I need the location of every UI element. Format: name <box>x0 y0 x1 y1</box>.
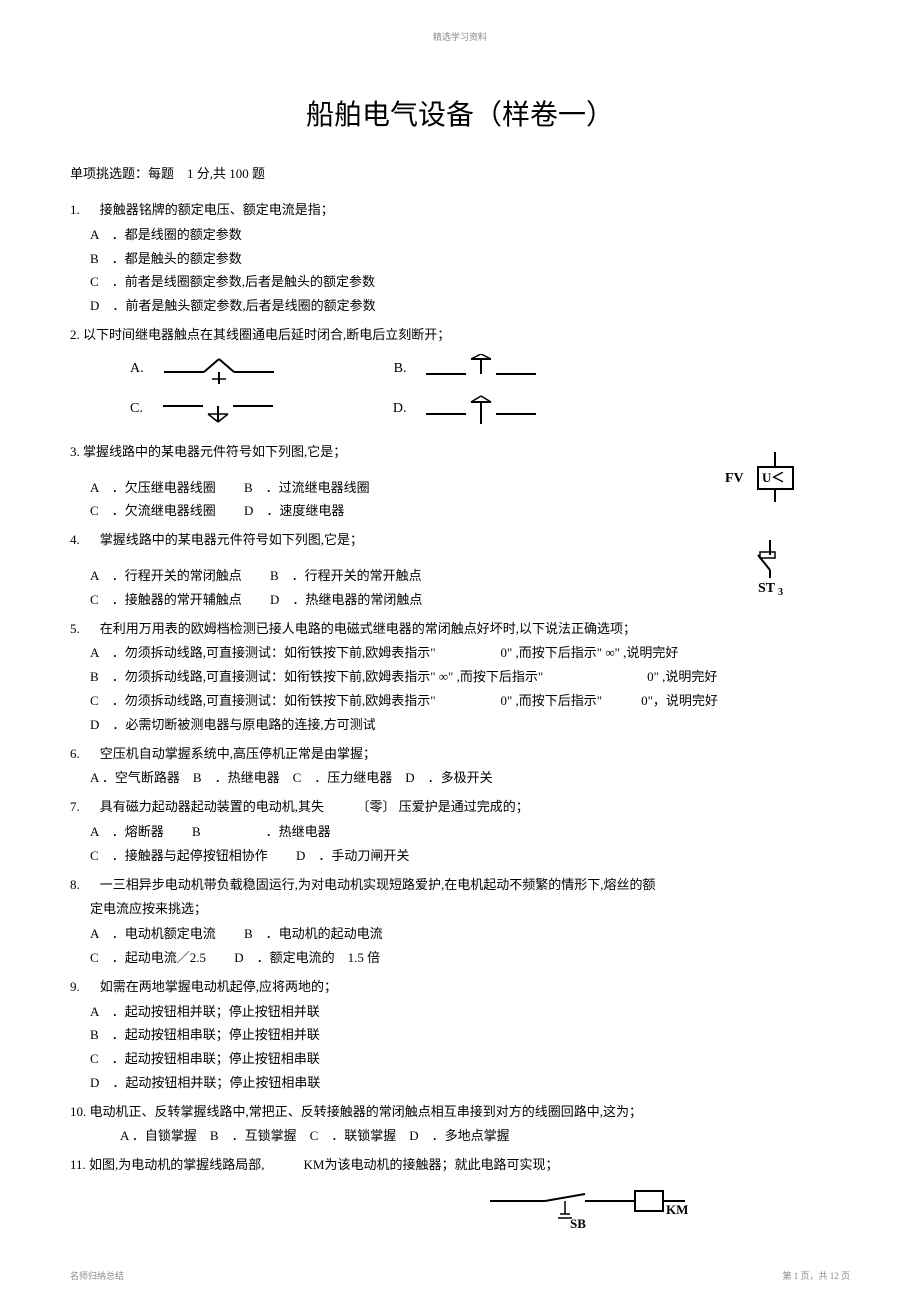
question-text: 11. 如图,为电动机的掌握线路局部, KM为该电动机的接触器；就此电路可实现； <box>70 1155 850 1176</box>
footer-right: 第 1 页，共 12 页 <box>782 1269 850 1283</box>
question-7: 7.具有磁力起动器起动装置的电动机,其失 〔零〕 压爱护是通过完成的； A ．熔… <box>70 797 850 866</box>
fv-symbol: FV U＜ <box>710 452 810 509</box>
question-11: 11. 如图,为电动机的掌握线路局部, KM为该电动机的接触器；就此电路可实现；… <box>70 1155 850 1238</box>
relay-symbol-d-icon <box>426 394 536 424</box>
options-list: A ．自锁掌握 B ．互锁掌握 C ．联锁掌握 D ．多地点掌握 <box>70 1126 850 1147</box>
question-2: 2. 以下时间继电器触点在其线圈通电后延时闭合,断电后立刻断开； A. B. <box>70 325 850 434</box>
diagram-d: D. <box>393 394 537 424</box>
relay-symbol-b-icon <box>426 354 536 384</box>
question-1: 1.接触器铭牌的额定电压、额定电流是指； A ．都是线圈的额定参数 B ．都是触… <box>70 200 850 317</box>
option-b: B ．起动按钮相串联；停止按钮相并联 <box>90 1025 850 1046</box>
question-8: 8.一三相异步电动机带负载稳固运行,为对电动机实现短路爱护,在电机起动不频繁的情… <box>70 875 850 969</box>
diagram-a: A. <box>130 354 274 384</box>
options-list: A ．起动按钮相并联；停止按钮相并联 B ．起动按钮相串联；停止按钮相并联 C … <box>70 1002 850 1094</box>
option-d: D ．必需切断被测电器与原电路的连接,方可测试 <box>90 715 850 736</box>
question-6: 6.空压机自动掌握系统中,高压停机正常是由掌握； A ．空气断路器 B ．热继电… <box>70 744 850 790</box>
question-text: 5.在利用万用表的欧姆档检测已接人电路的电磁式继电器的常闭触点好坏时,以下说法正… <box>70 619 850 640</box>
option-d: D ．前者是触头额定参数,后者是线圈的额定参数 <box>90 296 850 317</box>
option-row-2: C ．起动电流／2.5 D ．额定电流的 1.5 倍 <box>90 948 850 969</box>
option-row-1: A ．电动机额定电流 B ．电动机的起动电流 <box>90 924 850 945</box>
question-text: 2. 以下时间继电器触点在其线圈通电后延时闭合,断电后立刻断开； <box>70 325 850 346</box>
st-symbol-icon: ST 3 <box>740 540 800 595</box>
svg-text:FV: FV <box>725 471 744 486</box>
option-a: A ．勿须拆动线路,可直接测试：如衔铁按下前,欧姆表指示" 0" ,而按下后指示… <box>90 643 850 664</box>
relay-symbol-c-icon <box>163 394 273 424</box>
fv-symbol-icon: FV U＜ <box>710 452 810 502</box>
question-3: 3. 掌握线路中的某电器元件符号如下列图,它是； FV U＜ A ．欠压继电器线… <box>70 442 850 522</box>
options-list: A ．都是线圈的额定参数 B ．都是触头的额定参数 C ．前者是线圈额定参数,后… <box>70 225 850 317</box>
page-title: 船舶电气设备（样卷一） <box>70 94 850 139</box>
option-row-1: A ．熔断器 B ．热继电器 <box>90 822 850 843</box>
options-list: A ．勿须拆动线路,可直接测试：如衔铁按下前,欧姆表指示" 0" ,而按下后指示… <box>70 643 850 735</box>
option-b: B ．勿须拆动线路,可直接测试：如衔铁按下前,欧姆表指示" ∞" ,而按下后指示… <box>90 667 850 688</box>
question-5: 5.在利用万用表的欧姆档检测已接人电路的电磁式继电器的常闭触点好坏时,以下说法正… <box>70 619 850 736</box>
options-list: A ．熔断器 B ．热继电器 C ．接触器与起停按钮相协作 D ．手动刀闸开关 <box>70 822 850 867</box>
svg-text:KM: KM <box>666 1202 688 1217</box>
st-symbol: ST 3 <box>740 540 800 602</box>
svg-text:ST: ST <box>758 581 776 595</box>
svg-text:3: 3 <box>778 587 783 595</box>
diagram-c: C. <box>130 394 273 424</box>
option-d: D ．起动按钮相并联；停止按钮相串联 <box>90 1073 850 1094</box>
option-row-2: C ．接触器的常开辅触点 D ．热继电器的常闭触点 <box>90 590 850 611</box>
options-list: A ．空气断路器 B ．热继电器 C ．压力继电器 D ．多极开关 <box>70 768 850 789</box>
subtitle: 单项挑选题：每题 1 分,共 100 题 <box>70 164 850 185</box>
question-text: 1.接触器铭牌的额定电压、额定电流是指； <box>70 200 850 221</box>
option-row-1: A ．行程开关的常闭触点 B ．行程开关的常开触点 <box>90 566 850 587</box>
question-4: 4.掌握线路中的某电器元件符号如下列图,它是； ST 3 A ．行程开关的常闭触… <box>70 530 850 610</box>
relay-diagrams: A. B. C. <box>70 354 850 434</box>
question-text-cont: 定电流应按来挑选； <box>70 899 850 920</box>
page-header-small: 精选学习资料 <box>70 30 850 44</box>
question-text: 7.具有磁力起动器起动装置的电动机,其失 〔零〕 压爱护是通过完成的； <box>70 797 850 818</box>
svg-text:U＜: U＜ <box>762 470 784 485</box>
question-text: 4.掌握线路中的某电器元件符号如下列图,它是； <box>70 530 850 551</box>
option-a: A ．起动按钮相并联；停止按钮相并联 <box>90 1002 850 1023</box>
options-list: A ．电动机额定电流 B ．电动机的起动电流 C ．起动电流／2.5 D ．额定… <box>70 924 850 969</box>
diagram-b: B. <box>394 354 537 384</box>
option-row-2: C ．接触器与起停按钮相协作 D ．手动刀闸开关 <box>90 846 850 867</box>
circuit-icon: SB KM <box>490 1186 710 1231</box>
svg-text:SB: SB <box>570 1216 586 1231</box>
question-text: 10. 电动机正、反转掌握线路中,常把正、反转接触器的常闭触点相互串接到对方的线… <box>70 1102 850 1123</box>
option-c: C ．勿须拆动线路,可直接测试：如衔铁按下前,欧姆表指示" 0" ,而按下后指示… <box>90 691 850 712</box>
question-text: 9.如需在两地掌握电动机起停,应将两地的； <box>70 977 850 998</box>
question-10: 10. 电动机正、反转掌握线路中,常把正、反转接触器的常闭触点相互串接到对方的线… <box>70 1102 850 1148</box>
relay-symbol-a-icon <box>164 354 274 384</box>
options-inline: A ．自锁掌握 B ．互锁掌握 C ．联锁掌握 D ．多地点掌握 <box>120 1126 850 1147</box>
option-c: C ．前者是线圈额定参数,后者是触头的额定参数 <box>90 272 850 293</box>
circuit-diagram: SB KM <box>490 1186 850 1238</box>
question-9: 9.如需在两地掌握电动机起停,应将两地的； A ．起动按钮相并联；停止按钮相并联… <box>70 977 850 1094</box>
footer-left: 名师归纳总结 <box>70 1269 124 1283</box>
question-text: 6.空压机自动掌握系统中,高压停机正常是由掌握； <box>70 744 850 765</box>
page-footer: 名师归纳总结 第 1 页，共 12 页 <box>70 1269 850 1283</box>
options-inline: A ．空气断路器 B ．热继电器 C ．压力继电器 D ．多极开关 <box>90 768 850 789</box>
options-list: A ．行程开关的常闭触点 B ．行程开关的常开触点 C ．接触器的常开辅触点 D… <box>70 566 850 611</box>
option-c: C ．起动按钮相串联；停止按钮相串联 <box>90 1049 850 1070</box>
option-a: A ．都是线圈的额定参数 <box>90 225 850 246</box>
question-text: 8.一三相异步电动机带负载稳固运行,为对电动机实现短路爱护,在电机起动不频繁的情… <box>70 875 850 896</box>
option-b: B ．都是触头的额定参数 <box>90 249 850 270</box>
